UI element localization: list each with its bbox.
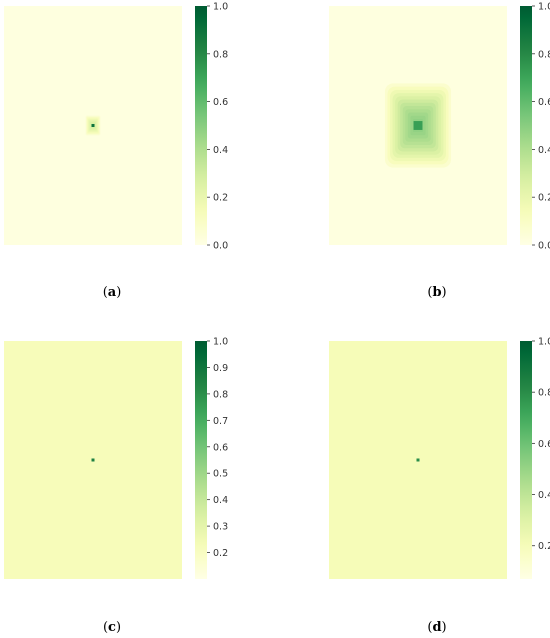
colorbar-tick-label: 1.0 [213, 337, 228, 348]
colorbar-tick-label: 0.4 [538, 145, 550, 156]
caption-c: (c) [102, 620, 122, 635]
colorbar-tick-label: 0.2 [538, 541, 550, 552]
colorbar-tick-label: 0.4 [213, 145, 228, 156]
colorbar-tick-label: 0.9 [213, 363, 228, 374]
colorbar [520, 341, 532, 579]
colorbar-tick-label: 0.0 [538, 241, 550, 252]
heatmap-panel-c: 0.2 0.3 0.4 0.5 0.6 0.7 0.8 0.9 1.0 [4, 337, 241, 579]
heatmap-svg-b: 0.0 0.2 0.4 0.6 0.8 1.0 [329, 2, 550, 252]
colorbar-tick-label: 0.8 [213, 49, 228, 60]
caption-d: (d) [427, 620, 447, 635]
heatmap-peak-cell [416, 458, 420, 462]
colorbar-tick-label: 0.8 [538, 49, 550, 60]
colorbar-tick-label: 1.0 [213, 2, 228, 13]
colorbar-tick-label: 0.5 [213, 469, 228, 480]
colorbar-tick-label: 0.2 [213, 193, 228, 204]
heatmap-svg-a: 0.0 0.2 0.4 0.6 0.8 1.0 [4, 2, 228, 252]
colorbar [195, 6, 207, 245]
colorbar-tick-label: 0.3 [213, 522, 228, 533]
heatmap-svg-c: 0.2 0.3 0.4 0.5 0.6 0.7 0.8 0.9 1.0 [4, 337, 228, 579]
caption-a: (a) [102, 285, 122, 300]
colorbar-tick-label: 0.6 [538, 97, 550, 108]
colorbar-tick-label: 0.8 [538, 388, 550, 399]
colorbar-tick-label: 0.6 [538, 439, 550, 450]
colorbar-tick-label: 0.2 [538, 193, 550, 204]
colorbar-tick-label: 1.0 [538, 337, 550, 348]
colorbar-tick-label: 0.4 [538, 490, 550, 501]
colorbar-tick-label: 0.7 [213, 416, 228, 427]
colorbar-tick-label: 0.8 [213, 389, 228, 400]
heatmap-peak-cell [91, 124, 95, 127]
colorbar [520, 6, 532, 245]
heatmap-svg-d: 0.2 0.4 0.6 0.8 1.0 [329, 337, 550, 579]
colorbar-tick-label: 0.6 [213, 97, 228, 108]
heatmap-peak-cell [413, 121, 423, 130]
caption-b: (b) [427, 285, 447, 300]
heatmap-peak-cell [91, 458, 95, 462]
colorbar-tick-label: 0.4 [213, 495, 228, 506]
colorbar-tick-label: 0.6 [213, 442, 228, 453]
heatmap-panel-b: 0.0 0.2 0.4 0.6 0.8 1.0 [329, 2, 550, 252]
colorbar [195, 341, 207, 579]
heatmap-panel-a: 0.0 0.2 0.4 0.6 0.8 1.0 [4, 2, 241, 252]
colorbar-tick-label: 0.0 [213, 241, 228, 252]
colorbar-tick-label: 0.2 [213, 548, 228, 559]
colorbar-tick-label: 1.0 [538, 2, 550, 13]
heatmap-panel-d: 0.2 0.4 0.6 0.8 1.0 [329, 337, 550, 579]
